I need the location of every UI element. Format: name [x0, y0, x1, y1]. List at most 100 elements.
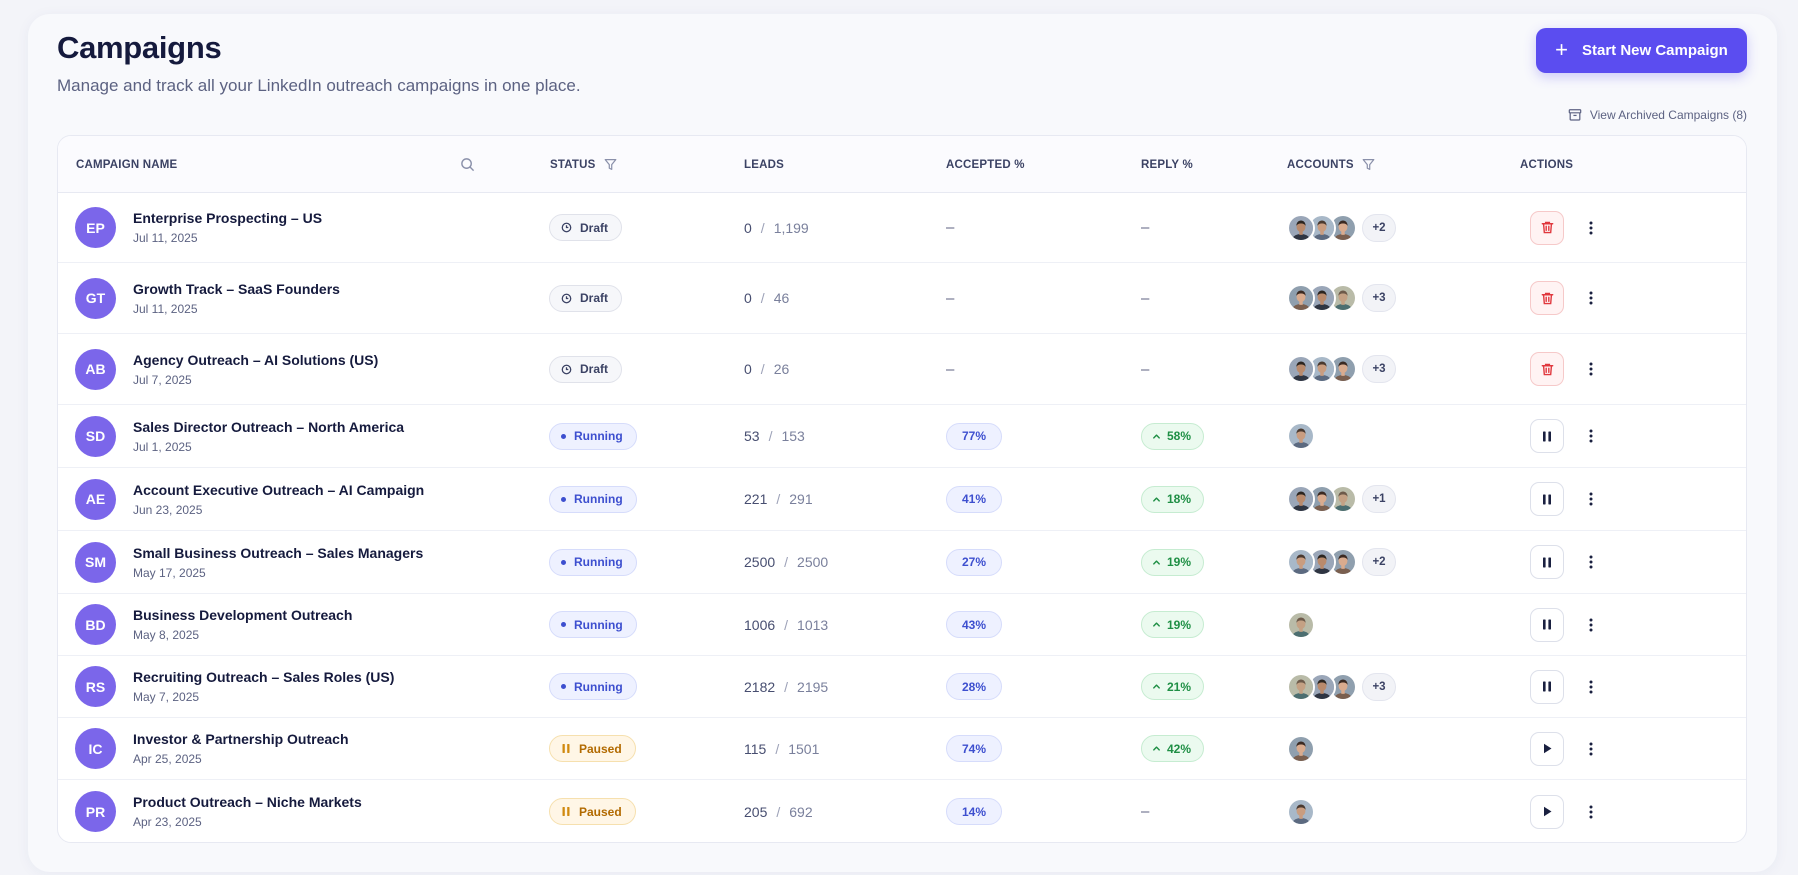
campaign-name[interactable]: Growth Track – SaaS Founders: [133, 280, 340, 297]
account-avatar[interactable]: [1287, 610, 1315, 639]
account-avatar[interactable]: [1287, 284, 1315, 312]
account-avatar[interactable]: [1287, 797, 1315, 826]
table-row[interactable]: AB Agency Outreach – AI Solutions (US) J…: [58, 334, 1746, 405]
more-vertical-icon[interactable]: [1581, 352, 1601, 386]
pause-button[interactable]: [1530, 669, 1564, 704]
start-new-campaign-button[interactable]: + Start New Campaign: [1536, 28, 1747, 73]
pause-button[interactable]: [1530, 545, 1564, 579]
reply-value: 19%: [1167, 555, 1192, 569]
campaign-date: Jul 11, 2025: [133, 231, 198, 245]
search-icon[interactable]: [460, 157, 475, 172]
accepted-cell: 74%: [946, 718, 1002, 779]
more-vertical-icon[interactable]: [1581, 419, 1601, 453]
campaign-cell[interactable]: RS Recruiting Outreach – Sales Roles (US…: [75, 656, 394, 717]
account-avatar[interactable]: [1308, 355, 1336, 383]
campaign-name[interactable]: Small Business Outreach – Sales Managers: [133, 544, 424, 561]
status-cell: Running: [549, 468, 637, 530]
table-row[interactable]: PR Product Outreach – Niche Markets Apr …: [58, 780, 1746, 842]
status-badge: Paused: [549, 798, 636, 825]
campaign-cell[interactable]: IC Investor & Partnership Outreach Apr 2…: [75, 718, 349, 779]
play-button[interactable]: [1530, 794, 1564, 829]
campaign-monogram: AE: [75, 478, 116, 520]
account-avatar[interactable]: [1287, 485, 1315, 513]
campaign-cell[interactable]: AB Agency Outreach – AI Solutions (US) J…: [75, 334, 378, 404]
campaign-cell[interactable]: EP Enterprise Prospecting – US Jul 11, 2…: [75, 193, 322, 262]
campaign-name[interactable]: Account Executive Outreach – AI Campaign: [133, 481, 425, 498]
filter-icon[interactable]: [1362, 158, 1375, 171]
view-archived-link[interactable]: View Archived Campaigns (8): [1568, 108, 1747, 122]
more-vertical-icon[interactable]: [1581, 482, 1601, 516]
status-cell: Running: [549, 531, 637, 593]
campaign-name[interactable]: Investor & Partnership Outreach: [133, 731, 349, 747]
status-dot-icon: [561, 433, 566, 439]
accepted-cell: 43%: [946, 594, 1002, 655]
play-button[interactable]: [1530, 731, 1564, 766]
campaign-name[interactable]: Agency Outreach – AI Solutions (US): [133, 351, 379, 368]
table-row[interactable]: RS Recruiting Outreach – Sales Roles (US…: [58, 656, 1746, 718]
archive-box-icon: [1568, 109, 1582, 121]
table-row[interactable]: IC Investor & Partnership Outreach Apr 2…: [58, 718, 1746, 780]
reply-cell: 19%: [1141, 594, 1205, 655]
actions-cell: [1530, 656, 1601, 717]
accounts-more-badge[interactable]: +1: [1362, 485, 1396, 513]
table-row[interactable]: SD Sales Director Outreach – North Ameri…: [58, 405, 1746, 468]
accounts-more-badge[interactable]: +2: [1362, 213, 1396, 242]
campaign-cell[interactable]: AE Account Executive Outreach – AI Campa…: [75, 468, 424, 530]
leads-separator: /: [760, 361, 765, 377]
account-avatar[interactable]: [1287, 422, 1315, 450]
leads-separator: /: [768, 428, 773, 444]
accounts-more-badge[interactable]: +3: [1362, 284, 1396, 312]
more-vertical-icon[interactable]: [1581, 608, 1601, 642]
account-avatar[interactable]: [1329, 213, 1357, 242]
status-cell: Running: [549, 656, 637, 717]
more-vertical-icon[interactable]: [1581, 795, 1601, 829]
col-accounts[interactable]: ACCOUNTS: [1287, 136, 1375, 193]
table-row[interactable]: BD Business Development Outreach May 8, …: [58, 594, 1746, 656]
campaign-cell[interactable]: BD Business Development Outreach May 8, …: [75, 594, 352, 655]
pause-button[interactable]: [1530, 482, 1564, 516]
more-vertical-icon[interactable]: [1581, 732, 1601, 766]
campaign-name[interactable]: Sales Director Outreach – North America: [133, 418, 405, 435]
more-vertical-icon[interactable]: [1581, 545, 1601, 579]
campaign-name[interactable]: Recruiting Outreach – Sales Roles (US): [133, 669, 395, 685]
table-row[interactable]: SM Small Business Outreach – Sales Manag…: [58, 531, 1746, 594]
pause-button[interactable]: [1530, 419, 1564, 453]
accounts-more-badge[interactable]: +2: [1362, 548, 1396, 576]
leads-cell: 0 / 46: [744, 263, 789, 333]
account-avatar[interactable]: [1287, 213, 1315, 242]
more-vertical-icon[interactable]: [1581, 211, 1601, 245]
delete-button[interactable]: [1530, 210, 1564, 245]
filter-icon[interactable]: [604, 158, 617, 171]
accounts-more-badge[interactable]: +3: [1362, 672, 1396, 701]
campaign-name[interactable]: Product Outreach – Niche Markets: [133, 794, 362, 810]
account-avatar[interactable]: [1287, 548, 1315, 576]
campaign-cell[interactable]: PR Product Outreach – Niche Markets Apr …: [75, 780, 362, 842]
more-vertical-icon[interactable]: [1581, 281, 1601, 315]
pause-button[interactable]: [1530, 607, 1564, 642]
col-leads: LEADS: [744, 136, 784, 193]
status-label: Draft: [580, 220, 609, 235]
campaign-cell[interactable]: SM Small Business Outreach – Sales Manag…: [75, 531, 423, 593]
campaign-date: Apr 23, 2025: [133, 815, 202, 829]
account-avatar[interactable]: [1287, 355, 1315, 383]
campaign-cell[interactable]: SD Sales Director Outreach – North Ameri…: [75, 405, 404, 467]
table-row[interactable]: EP Enterprise Prospecting – US Jul 11, 2…: [58, 193, 1746, 263]
campaign-name[interactable]: Enterprise Prospecting – US: [133, 210, 323, 226]
accepted-cell: 77%: [946, 405, 1002, 467]
campaign-name[interactable]: Business Development Outreach: [133, 607, 353, 623]
leads-total: 1501: [788, 740, 820, 757]
accounts-more-badge[interactable]: +3: [1362, 355, 1396, 383]
campaign-cell[interactable]: GT Growth Track – SaaS Founders Jul 11, …: [75, 263, 340, 333]
delete-button[interactable]: [1530, 281, 1564, 315]
delete-button[interactable]: [1530, 352, 1564, 386]
table-row[interactable]: AE Account Executive Outreach – AI Campa…: [58, 468, 1746, 531]
table-row[interactable]: GT Growth Track – SaaS Founders Jul 11, …: [58, 263, 1746, 334]
accounts-stack: [1287, 284, 1357, 312]
account-avatar[interactable]: [1287, 734, 1315, 763]
leads-contacted: 0: [744, 219, 752, 236]
more-vertical-icon[interactable]: [1581, 670, 1601, 704]
reply-pill: 21%: [1141, 673, 1205, 700]
col-status[interactable]: STATUS: [550, 136, 617, 193]
account-avatar[interactable]: [1287, 672, 1315, 701]
status-cell: Draft: [549, 334, 623, 404]
